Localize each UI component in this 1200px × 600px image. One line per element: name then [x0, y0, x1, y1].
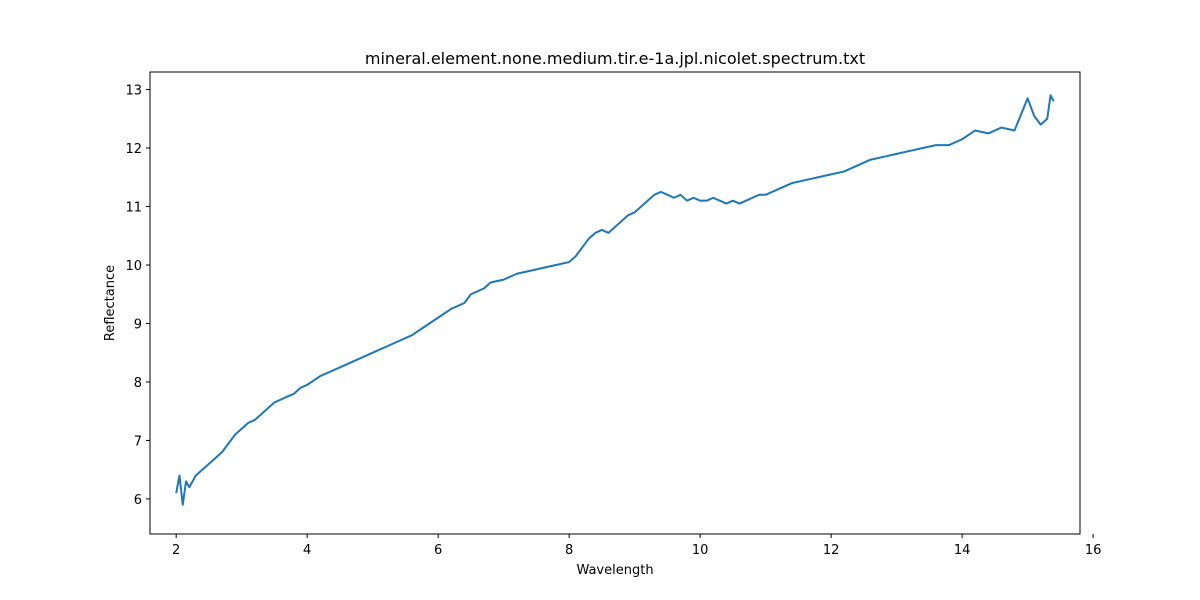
x-tick-label: 16	[1085, 543, 1102, 558]
x-tick-label: 6	[434, 543, 442, 558]
series-line-0	[175, 94, 1055, 506]
x-tick-label: 8	[565, 543, 573, 558]
y-axis-label: Reflectance	[103, 265, 118, 341]
x-tick-label: 10	[692, 543, 709, 558]
x-axis-label: Wavelength	[576, 563, 653, 578]
chart-title: mineral.element.none.medium.tir.e-1a.jpl…	[365, 49, 865, 68]
series-layer	[175, 94, 1055, 506]
y-tick-label: 10	[125, 259, 142, 274]
x-tick-label: 4	[303, 543, 311, 558]
y-tick-label: 6	[134, 493, 142, 508]
y-axis-ticks: 6 7 8 9 10 11 12 13	[125, 84, 150, 508]
y-tick-label: 8	[134, 376, 142, 391]
x-axis-ticks: 2 4 6 8 10 12 14 16	[172, 534, 1101, 558]
x-tick-label: 12	[823, 543, 840, 558]
y-tick-label: 12	[125, 142, 142, 157]
plot-area	[150, 72, 1080, 534]
y-tick-label: 11	[125, 201, 142, 216]
y-tick-label: 7	[134, 434, 142, 449]
x-tick-label: 14	[954, 543, 971, 558]
plot-frame	[149, 71, 1081, 535]
y-tick-label: 9	[134, 317, 142, 332]
x-tick-label: 2	[172, 543, 180, 558]
y-tick-label: 13	[125, 84, 142, 99]
